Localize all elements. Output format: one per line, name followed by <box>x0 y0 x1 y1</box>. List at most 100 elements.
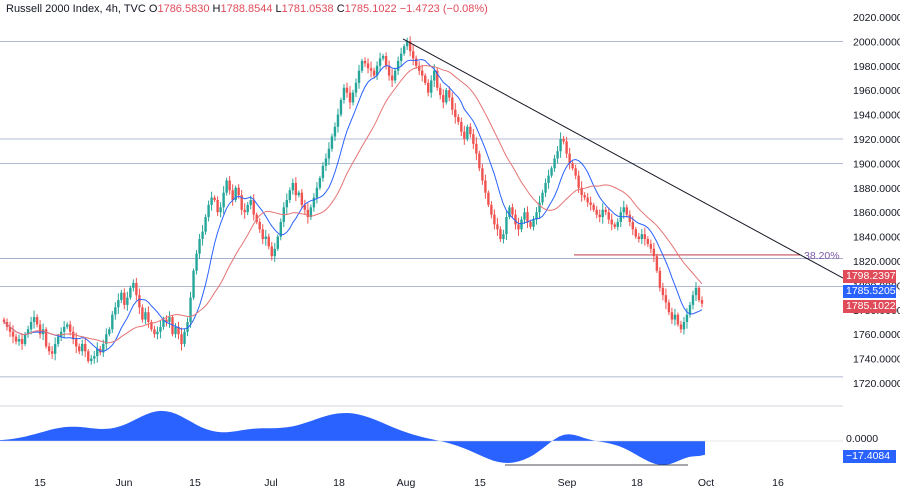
candle-body-19 <box>59 331 63 337</box>
candle-body-188 <box>568 153 571 164</box>
candle-body-129 <box>390 75 394 81</box>
candle-body-132 <box>399 53 403 61</box>
candle-body-58 <box>177 326 180 335</box>
candle-body-151 <box>457 117 460 122</box>
candle-body-2 <box>8 326 12 332</box>
candle-body-50 <box>153 329 156 335</box>
candle-body-52 <box>159 326 162 332</box>
candle-body-4 <box>14 336 18 342</box>
candle-body-22 <box>68 324 72 332</box>
candle-body-156 <box>472 134 475 144</box>
candle-body-120 <box>363 60 367 64</box>
osc-zero-label: 0.0000 <box>846 433 879 445</box>
candle-body-197 <box>595 209 598 215</box>
candle-body-137 <box>414 58 418 66</box>
time-tick-label-0: 15 <box>34 477 46 488</box>
candle-body-87 <box>264 236 267 240</box>
candle-body-88 <box>267 236 270 247</box>
candle-body-117 <box>354 82 358 93</box>
legend-high-label: H <box>212 3 221 15</box>
price-tick-label-6: 1900.0000 <box>853 158 900 170</box>
trendline[interactable] <box>402 38 844 279</box>
candle-body-203 <box>613 224 616 227</box>
candle-body-111 <box>336 114 340 127</box>
candle-body-83 <box>252 200 255 215</box>
candle-body-25 <box>78 346 81 352</box>
candle-body-141 <box>427 82 430 93</box>
osc-value-tag: −17.4084 <box>843 450 896 463</box>
fib-level: 38.20% <box>574 250 840 262</box>
legend-low-value: 1781.0538 <box>281 3 334 15</box>
candle-body-154 <box>466 126 469 139</box>
candle-body-212 <box>640 234 644 240</box>
ma-fast-line <box>3 58 703 352</box>
candle-body-217 <box>655 256 659 271</box>
candle-body-6 <box>20 339 24 344</box>
candle-body-192 <box>580 187 583 196</box>
candle-body-41 <box>126 297 129 305</box>
candle-body-102 <box>309 207 313 218</box>
candle-body-42 <box>129 287 132 298</box>
candle-body-145 <box>439 87 442 96</box>
candle-body-33 <box>102 343 105 353</box>
candle-body-56 <box>171 317 174 335</box>
candle-body-45 <box>138 295 141 308</box>
candle-body-36 <box>111 314 114 330</box>
ma-fast-price-tag: 1785.5205 <box>843 285 896 298</box>
candle-body-91 <box>276 236 279 249</box>
candle-body-115 <box>348 92 352 103</box>
price-axis[interactable]: 2020.0000 2000.0000 1980.0000 1960.0000 1940… <box>853 12 900 390</box>
candle-body-209 <box>631 221 635 230</box>
candle-body-59 <box>180 334 183 344</box>
candle-body-29 <box>90 358 93 362</box>
candle-body-86 <box>261 229 264 240</box>
candle-body-48 <box>147 312 150 322</box>
candle-body-0 <box>2 319 6 322</box>
candle-body-187 <box>565 141 568 154</box>
candle-body-230 <box>694 287 698 296</box>
time-axis[interactable]: 15 Jun 15 Jul 18 Aug 15 Sep 18 Oct 16 <box>34 477 784 488</box>
time-tick-label-3: Jul <box>264 477 277 488</box>
candle-body-103 <box>312 197 316 208</box>
candle-body-180 <box>544 182 547 193</box>
candle-body-131 <box>396 60 400 71</box>
candle-body-123 <box>372 70 376 76</box>
candle-body-204 <box>616 221 619 227</box>
candle-body-210 <box>634 229 638 237</box>
candle-body-160 <box>484 180 487 193</box>
candle-body-177 <box>535 212 538 220</box>
candle-body-220 <box>664 295 668 303</box>
candle-body-216 <box>652 248 656 257</box>
candle-body-215 <box>649 243 653 249</box>
candle-body-23 <box>71 331 75 340</box>
candle-body-119 <box>360 60 364 71</box>
candle-body-200 <box>604 209 607 213</box>
candle-body-92 <box>279 221 282 237</box>
candle-body-39 <box>120 292 123 301</box>
fib-label: 38.20% <box>804 250 840 262</box>
candle-body-55 <box>168 317 171 322</box>
candle-body-62 <box>189 297 192 322</box>
chart-legend: Russell 2000 Index, 4h, TVC O1786.5830 H… <box>6 3 488 15</box>
price-tick-label-7: 1880.0000 <box>853 183 900 195</box>
candle-body-134 <box>405 41 409 47</box>
candle-body-112 <box>339 99 343 115</box>
candle-body-34 <box>105 334 108 344</box>
candle-body-109 <box>330 136 334 149</box>
candles <box>2 36 704 365</box>
candle-body-226 <box>682 322 686 330</box>
candle-body-116 <box>351 92 355 103</box>
candle-body-176 <box>532 219 535 227</box>
candle-body-153 <box>463 131 466 139</box>
candle-body-107 <box>324 158 328 166</box>
candle-body-94 <box>285 200 289 208</box>
candle-body-66 <box>201 231 204 240</box>
candle-body-82 <box>249 200 252 205</box>
candle-body-232 <box>700 300 704 304</box>
time-tick-label-1: Jun <box>116 477 133 488</box>
candle-body-193 <box>583 195 586 198</box>
legend-close-label: C <box>336 3 345 15</box>
candle-body-150 <box>454 109 457 118</box>
candle-body-61 <box>186 322 189 332</box>
